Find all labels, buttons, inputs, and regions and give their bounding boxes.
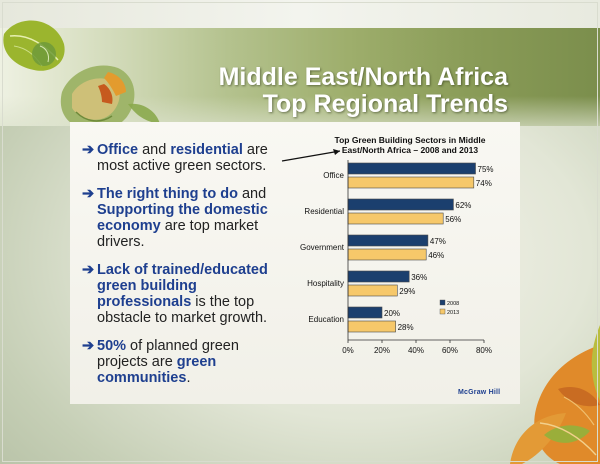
bar-2013 xyxy=(347,248,427,261)
category-label: Office xyxy=(323,171,344,180)
bullet-item: ➔ The right thing to do and Supporting th… xyxy=(82,186,282,250)
publisher-logo: McGraw Hill xyxy=(458,389,501,396)
top-band xyxy=(0,0,600,28)
category-label: Education xyxy=(308,315,344,324)
bullet-list: ➔ Office and residential are most active … xyxy=(82,142,282,398)
bullet-emphasis: green communities xyxy=(97,354,217,386)
legend-label: 2013 xyxy=(447,310,459,316)
data-label: 46% xyxy=(428,251,444,260)
chart-title-line-2: East/North Africa – 2008 and 2013 xyxy=(341,145,479,155)
x-tick-label: 80% xyxy=(476,346,492,355)
category-label: Residential xyxy=(304,207,344,216)
bar-2008 xyxy=(347,270,410,283)
x-tick-label: 20% xyxy=(374,346,390,355)
bullet-text: is the top obstacle to market growth. xyxy=(97,294,268,326)
bullet-text: and xyxy=(237,186,267,202)
data-label: 20% xyxy=(384,309,400,318)
legend-label: 2008 xyxy=(447,301,459,307)
title-line-2: Top Regional Trends xyxy=(262,90,508,118)
bullet-emphasis: residential xyxy=(170,142,243,158)
bullet-emphasis: Supporting the domestic economy xyxy=(97,202,268,234)
data-label: 36% xyxy=(411,273,427,282)
bullet-text: . xyxy=(186,370,191,386)
bullet-item: ➔ Lack of trained/educated green building… xyxy=(82,262,282,326)
bullet-text: and xyxy=(138,142,171,158)
bullet-emphasis: Lack of trained/educated green building … xyxy=(97,262,268,310)
bullet-emphasis: The right thing to do xyxy=(97,186,238,202)
x-tick-label: 40% xyxy=(408,346,424,355)
chart-title: Top Green Building Sectors in Middle Eas… xyxy=(300,135,520,155)
category-label: Hospitality xyxy=(307,279,344,288)
data-label: 29% xyxy=(399,287,415,296)
title-line-1: Middle East/North Africa xyxy=(218,63,508,91)
data-label: 62% xyxy=(455,201,471,210)
bullet-text: are top market drivers. xyxy=(97,218,259,250)
legend-swatch xyxy=(439,299,446,306)
bullet-arrow-icon: ➔ xyxy=(82,262,95,278)
bar-2013 xyxy=(347,176,475,189)
bar-2008 xyxy=(347,162,476,175)
x-tick-label: 60% xyxy=(442,346,458,355)
chart-title-line-1: Top Green Building Sectors in Middle xyxy=(334,135,486,145)
bar-2013 xyxy=(347,320,396,333)
autumn-leaves-icon xyxy=(510,325,600,464)
data-label: 28% xyxy=(398,323,414,332)
region-map-graphic xyxy=(60,65,160,131)
bullet-text: of planned green projects are xyxy=(97,338,239,370)
bullet-arrow-icon: ➔ xyxy=(82,186,95,202)
legend-swatch xyxy=(439,308,446,315)
data-label: 74% xyxy=(476,179,492,188)
bullet-item: ➔ Office and residential are most active … xyxy=(82,142,282,174)
bullet-emphasis: Office xyxy=(97,142,139,158)
bullet-arrow-icon: ➔ xyxy=(82,338,95,354)
category-label: Government xyxy=(300,243,345,252)
x-tick-label: 0% xyxy=(342,346,354,355)
bullet-emphasis: 50% xyxy=(97,338,127,354)
bullet-text: are most active green sectors. xyxy=(97,142,268,174)
callout-arrow-icon xyxy=(281,149,341,162)
data-label: 47% xyxy=(430,237,446,246)
bar-2008 xyxy=(347,306,383,319)
bar-2008 xyxy=(347,234,429,247)
data-label: 75% xyxy=(478,165,494,174)
data-label: 56% xyxy=(445,215,461,224)
leaf-globe-icon xyxy=(3,20,65,71)
bar-2008 xyxy=(347,198,454,211)
bar-2013 xyxy=(347,212,444,225)
bullet-item: ➔ 50% of planned green projects are green… xyxy=(82,338,282,386)
bar-2013 xyxy=(347,284,398,297)
slide-title: Middle East/North Africa Top Regional Tr… xyxy=(219,64,508,118)
bullet-arrow-icon: ➔ xyxy=(82,142,95,158)
bar-chart: Office 75% 74% Residential 62% 56% Government 4… xyxy=(300,160,494,355)
